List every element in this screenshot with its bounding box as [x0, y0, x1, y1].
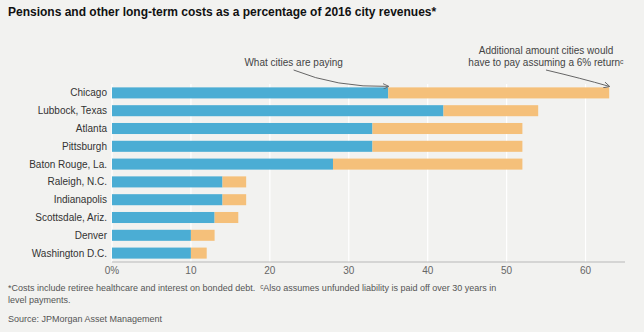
bar-segment: [112, 248, 191, 259]
bar-segment: [372, 123, 522, 134]
grid: [112, 84, 586, 262]
bar-segment: [372, 141, 522, 152]
bar-segment: [112, 105, 443, 116]
category-label: Raleigh, N.C.: [48, 176, 107, 187]
bar-segment: [191, 230, 215, 241]
annotation-line: have to pay assuming a 6% returnᶜ: [468, 57, 624, 68]
bar-segment: [112, 123, 372, 134]
category-label: Atlanta: [76, 123, 108, 134]
grid-line: [585, 84, 586, 262]
annotation: What cities are paying: [244, 57, 342, 68]
x-axis-line: [112, 262, 625, 263]
bar-segment: [112, 212, 215, 223]
bar-segment: [388, 87, 609, 98]
bar-segment: [112, 176, 222, 187]
x-tick-label: 20: [264, 265, 276, 276]
bar-segment: [215, 212, 239, 223]
y-ticks: Chicago Lubbock, Texas Atlanta Pittsburgh Ba…: [29, 87, 108, 258]
x-tick-label: 10: [185, 265, 197, 276]
footnote-line: level payments.: [8, 295, 71, 305]
footnote: *Costs include retiree healthcare and in…: [8, 283, 496, 305]
category-label: Washington D.C.: [32, 248, 107, 259]
x-tick-label: 60: [580, 265, 592, 276]
annotation: Additional amount cities wouldhave to pa…: [468, 45, 624, 68]
bar-segment: [112, 159, 333, 170]
category-label: Denver: [75, 230, 108, 241]
bar-segment: [333, 159, 522, 170]
annotation-line: Additional amount cities would: [479, 45, 614, 56]
category-label: Indianapolis: [54, 194, 107, 205]
x-tick-label: 30: [343, 265, 355, 276]
category-label: Chicago: [70, 87, 107, 98]
x-tick-label: 0%: [105, 265, 120, 276]
bar-segment: [112, 230, 191, 241]
bar-segment: [112, 87, 388, 98]
category-label: Pittsburgh: [62, 141, 107, 152]
x-tick-label: 40: [422, 265, 434, 276]
bar-segment: [112, 194, 222, 205]
x-tick-label: 50: [501, 265, 513, 276]
bar-segment: [222, 176, 246, 187]
category-label: Lubbock, Texas: [38, 105, 107, 116]
background: [0, 0, 644, 332]
bar-segment: [191, 248, 207, 259]
bar-segment: [222, 194, 246, 205]
category-label: Baton Rouge, La.: [29, 159, 107, 170]
annotation-line: What cities are paying: [244, 57, 342, 68]
bar-segment: [443, 105, 538, 116]
title: Pensions and other long-term costs as a …: [8, 5, 436, 19]
chart: Pensions and other long-term costs as a …: [0, 0, 644, 332]
annotation-arrow: [546, 70, 609, 86]
source: Source: JPMorgan Asset Management: [8, 314, 163, 324]
bar-segment: [112, 141, 372, 152]
annotation-arrow: [294, 70, 389, 86]
x-ticks: 0% 10 20 30 40 50 60: [105, 265, 592, 276]
footnote-line: *Costs include retiree healthcare and in…: [8, 283, 496, 293]
bars: [112, 87, 609, 258]
category-label: Scottsdale, Ariz.: [35, 212, 107, 223]
